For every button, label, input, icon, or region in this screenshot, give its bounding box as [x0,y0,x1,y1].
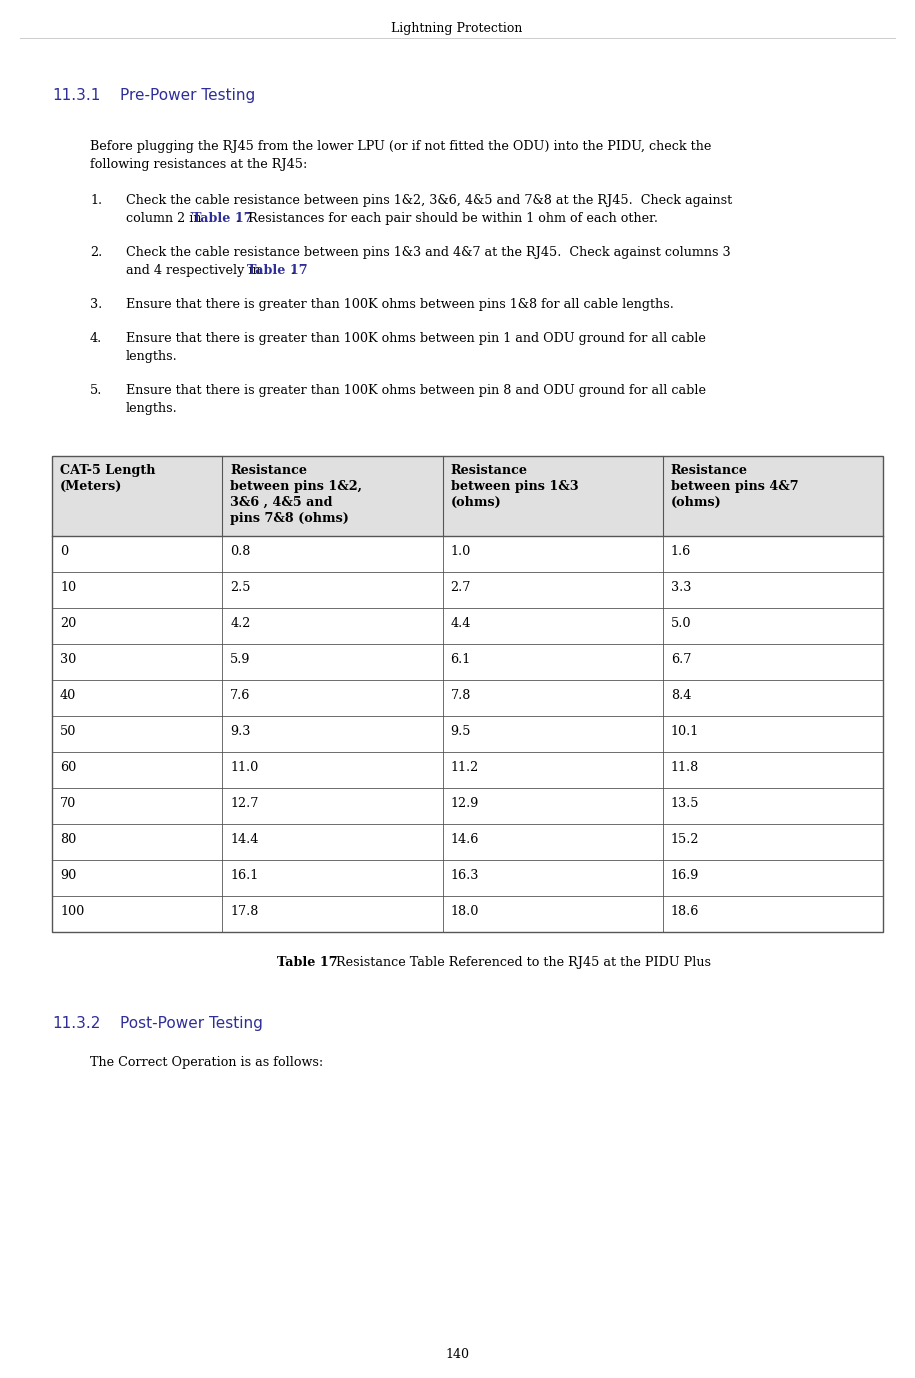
Text: lengths.: lengths. [126,350,178,362]
Text: 8.4: 8.4 [671,689,691,701]
Text: pins 7&8 (ohms): pins 7&8 (ohms) [231,513,350,525]
Text: between pins 1&3: between pins 1&3 [450,480,578,493]
Text: 0.8: 0.8 [231,546,251,558]
Text: 15.2: 15.2 [671,832,699,846]
Text: Resistance: Resistance [450,464,528,477]
Text: 7.6: 7.6 [231,689,251,701]
Text: 1.0: 1.0 [450,546,471,558]
Text: 9.3: 9.3 [231,725,251,739]
Text: CAT-5 Length: CAT-5 Length [60,464,156,477]
Text: (ohms): (ohms) [450,496,501,508]
Text: 9.5: 9.5 [450,725,471,739]
Text: lengths.: lengths. [126,402,178,415]
Text: 40: 40 [60,689,76,701]
Text: 18.0: 18.0 [450,905,479,918]
Text: The Correct Operation is as follows:: The Correct Operation is as follows: [90,1056,323,1069]
Text: Post-Power Testing: Post-Power Testing [120,1016,263,1031]
Text: Check the cable resistance between pins 1&3 and 4&7 at the RJ45.  Check against : Check the cable resistance between pins … [126,247,730,259]
Text: between pins 4&7: between pins 4&7 [671,480,799,493]
Text: Resistance: Resistance [231,464,307,477]
Text: 6.7: 6.7 [671,653,691,666]
Text: 100: 100 [60,905,84,918]
Text: 11.3.1: 11.3.1 [52,88,101,103]
Text: 5.9: 5.9 [231,653,251,666]
Text: 11.0: 11.0 [231,761,259,774]
Text: 17.8: 17.8 [231,905,259,918]
Text: 5.0: 5.0 [671,617,692,630]
Text: Ensure that there is greater than 100K ohms between pin 1 and ODU ground for all: Ensure that there is greater than 100K o… [126,332,705,344]
Text: column 2 in: column 2 in [126,212,206,225]
Text: 11.8: 11.8 [671,761,699,774]
Text: 3&6 , 4&5 and: 3&6 , 4&5 and [231,496,333,508]
Text: Resistance Table Referenced to the RJ45 at the PIDU Plus: Resistance Table Referenced to the RJ45 … [324,956,711,969]
Text: Ensure that there is greater than 100K ohms between pins 1&8 for all cable lengt: Ensure that there is greater than 100K o… [126,298,673,311]
Text: Before plugging the RJ45 from the lower LPU (or if not fitted the ODU) into the : Before plugging the RJ45 from the lower … [90,141,711,153]
Text: Resistance: Resistance [671,464,748,477]
Text: 90: 90 [60,870,76,882]
Text: 16.9: 16.9 [671,870,699,882]
Text: 140: 140 [445,1348,469,1361]
Text: .: . [291,265,296,277]
Text: between pins 1&2,: between pins 1&2, [231,480,362,493]
Text: 14.4: 14.4 [231,832,259,846]
Text: and 4 respectively in: and 4 respectively in [126,265,264,277]
Text: Ensure that there is greater than 100K ohms between pin 8 and ODU ground for all: Ensure that there is greater than 100K o… [126,384,706,397]
Text: following resistances at the RJ45:: following resistances at the RJ45: [90,158,307,171]
Text: 6.1: 6.1 [450,653,471,666]
Text: 13.5: 13.5 [671,796,699,810]
Text: 20: 20 [60,617,76,630]
Text: 2.7: 2.7 [450,582,471,594]
Text: (Meters): (Meters) [60,480,123,493]
Text: 4.2: 4.2 [231,617,251,630]
Text: 1.6: 1.6 [671,546,691,558]
Text: 50: 50 [60,725,76,739]
Text: 11.2: 11.2 [450,761,479,774]
Text: Lightning Protection: Lightning Protection [392,22,522,34]
Text: Table 17: Table 17 [192,212,253,225]
Text: 1.: 1. [90,194,102,207]
Text: 12.7: 12.7 [231,796,259,810]
Text: 16.1: 16.1 [231,870,259,882]
Text: 5.: 5. [90,384,102,397]
Text: 12.9: 12.9 [450,796,479,810]
Bar [52,456,883,932]
Text: 16.3: 16.3 [450,870,479,882]
Text: 4.4: 4.4 [450,617,471,630]
Text: 0: 0 [60,546,68,558]
Text: 2.: 2. [90,247,102,259]
Bar [52,456,883,536]
Text: 18.6: 18.6 [671,905,699,918]
Text: 3.: 3. [90,298,102,311]
Text: 7.8: 7.8 [450,689,471,701]
Text: Check the cable resistance between pins 1&2, 3&6, 4&5 and 7&8 at the RJ45.  Chec: Check the cable resistance between pins … [126,194,732,207]
Text: 11.3.2: 11.3.2 [52,1016,101,1031]
Text: 30: 30 [60,653,76,666]
Text: .  Resistances for each pair should be within 1 ohm of each other.: . Resistances for each pair should be wi… [236,212,658,225]
Text: 10.1: 10.1 [671,725,699,739]
Text: 60: 60 [60,761,76,774]
Text: (ohms): (ohms) [671,496,722,508]
Text: 2.5: 2.5 [231,582,251,594]
Text: Table 17: Table 17 [247,265,307,277]
Text: 3.3: 3.3 [671,582,691,594]
Text: 4.: 4. [90,332,102,344]
Text: Pre-Power Testing: Pre-Power Testing [120,88,255,103]
Text: Table 17: Table 17 [277,956,338,969]
Text: 70: 70 [60,796,76,810]
Text: 14.6: 14.6 [450,832,479,846]
Text: 10: 10 [60,582,76,594]
Text: 80: 80 [60,832,76,846]
